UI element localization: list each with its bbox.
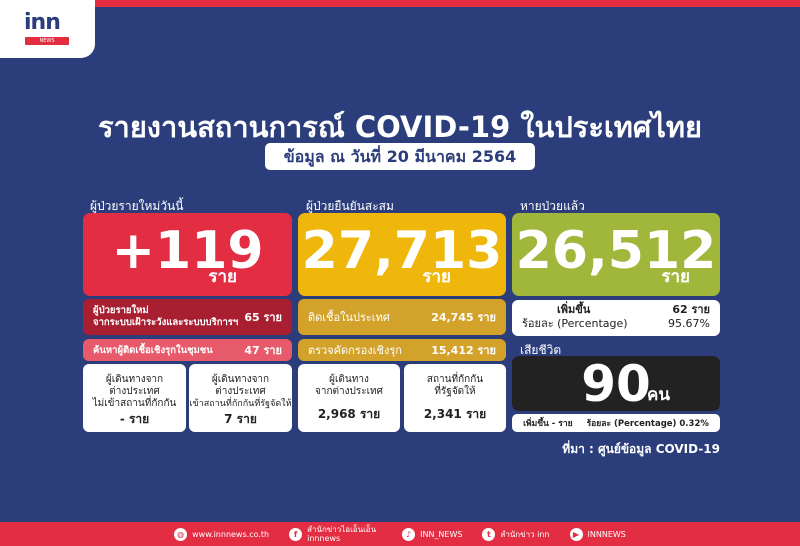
travel-no-quarantine-card: ผู้เดินทางจาก ต่างประเทศ ไม่เข้าสถานที่กัก… — [83, 364, 186, 432]
footer-youtube[interactable]: ▶ INNNEWS — [569, 527, 626, 541]
youtube-icon: ▶ — [569, 527, 583, 541]
footer-website[interactable]: ◍ www.innnews.co.th — [174, 527, 269, 541]
source-note: ที่มา : ศูนย์ข้อมูล COVID-19 — [562, 442, 720, 456]
screening-row: ตรวจคัดกรองเชิงรุก 15,412 ราย — [298, 339, 506, 361]
footer-tiktok[interactable]: ♪ INN_NEWS — [402, 527, 462, 541]
cumulative-card: 27,713 ราย — [298, 213, 506, 296]
footer-facebook[interactable]: f สำนักข่าวไอเอ็นเอ็น innnews — [289, 525, 382, 543]
deaths-detail: เพิ่มขึ้น - ราย ร้อยละ (Percentage) 0.32% — [512, 414, 720, 432]
facebook-icon: f — [289, 527, 303, 541]
travel-quarantine-card: ผู้เดินทางจาก ต่างประเทศ เข้าสถานที่กักกัน… — [189, 364, 292, 432]
footer: ◍ www.innnews.co.th f สำนักข่าวไอเอ็นเอ็น … — [0, 522, 800, 546]
domestic-row: ติดเชื้อในประเทศ 24,745 ราย — [298, 299, 506, 335]
cumulative-label: ผู้ป่วยยืนยันสะสม — [306, 199, 394, 213]
footer-twitter[interactable]: t สำนักข่าว inn — [482, 527, 550, 541]
twitter-icon: t — [482, 527, 496, 541]
inn-logo: inn NEWS — [0, 0, 95, 58]
deaths-label: เสียชีวิต — [520, 343, 562, 357]
new-cases-label: ผู้ป่วยรายใหม่วันนี้ — [90, 199, 184, 213]
recovered-label: หายป่วยแล้ว — [520, 199, 585, 213]
new-cases-card: +119 ราย — [83, 213, 292, 296]
surveillance-row: ผู้ป่วยรายใหม่ จากระบบเฝ้าระวังและระบบบริ… — [83, 299, 292, 335]
deaths-card: 90 คน — [512, 355, 720, 413]
tiktok-icon: ♪ — [402, 527, 416, 541]
community-row: ค้นหาผู้ติดเชื้อเชิงรุกในชุมชน 47 ราย — [83, 339, 292, 361]
overseas-card: ผู้เดินทาง จากต่างประเทศ 2,968 ราย — [298, 364, 400, 432]
recovered-card: 26,512 ราย — [512, 213, 720, 296]
page-title: รายงานสถานการณ์ COVID-19 ในประเทศไทย — [97, 110, 703, 144]
recovered-detail: เพิ่มขึ้น 62 ราย ร้อยละ (Percentage) 95.67… — [512, 300, 720, 336]
globe-icon: ◍ — [174, 527, 188, 541]
top-bar — [0, 0, 800, 7]
state-quarantine-card: สถานที่กักกัน ที่รัฐจัดให้ 2,341 ราย — [404, 364, 506, 432]
date-subtitle: ข้อมูล ณ วันที่ 20 มีนาคม 2564 — [265, 143, 535, 170]
